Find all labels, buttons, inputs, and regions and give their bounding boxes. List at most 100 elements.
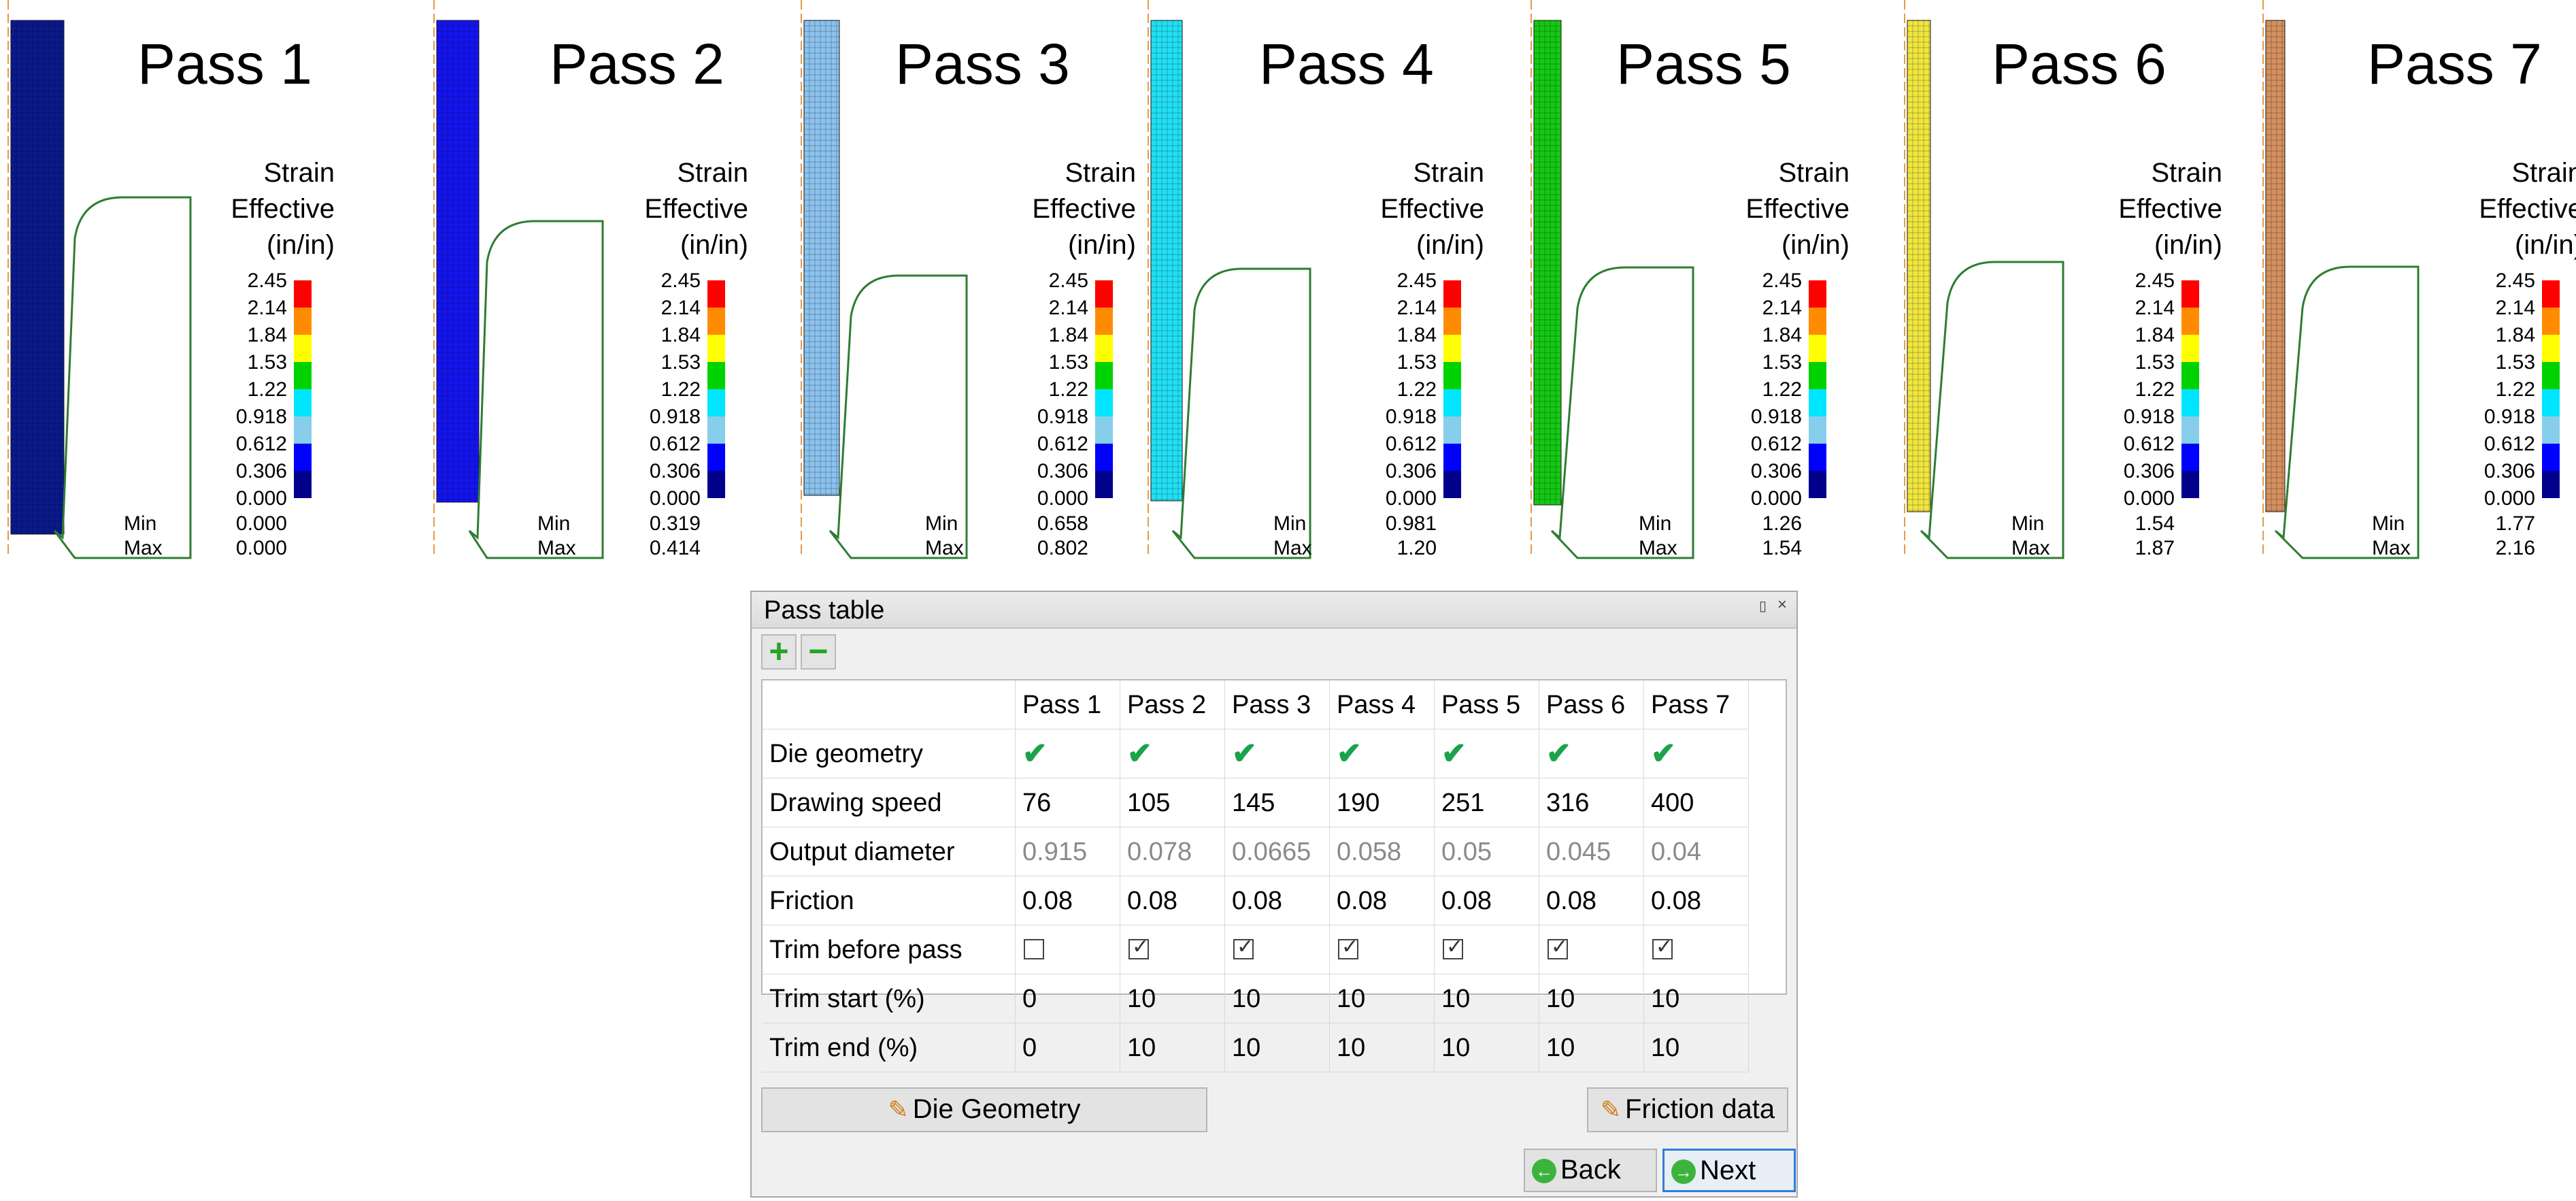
- legend-tick-label: 0.000: [649, 487, 701, 510]
- trim-start-cell[interactable]: 10: [1120, 974, 1225, 1023]
- remove-pass-button[interactable]: −: [801, 634, 836, 670]
- trim-end-cell[interactable]: 10: [1435, 1023, 1539, 1072]
- checkmark-icon: ✔: [1337, 737, 1362, 770]
- trim-checkbox[interactable]: ✓: [1652, 936, 1673, 959]
- check-icon: ✓: [1551, 936, 1569, 958]
- legend-color-band: [1443, 335, 1461, 362]
- trim-start-cell[interactable]: 10: [1225, 974, 1330, 1023]
- column-header: Pass 5: [1435, 680, 1539, 729]
- drawing-speed-cell[interactable]: 105: [1120, 778, 1225, 827]
- row-label: Trim end (%): [763, 1023, 1016, 1072]
- checkmark-icon: ✔: [1651, 737, 1676, 770]
- legend-tick-label: 0.612: [1750, 433, 1802, 455]
- trim-checkbox[interactable]: ✓: [1548, 936, 1568, 959]
- next-label: Next: [1700, 1155, 1756, 1185]
- pass-results-strip: Pass 1 Strain Effective (in/in) 2.45 2.14 1.84…: [0, 0, 2576, 565]
- drawing-speed-cell[interactable]: 251: [1435, 778, 1539, 827]
- pin-icon[interactable]: ▯: [1758, 599, 1767, 614]
- corner-cell: [763, 680, 1016, 729]
- min-value: 1.54: [2135, 512, 2175, 535]
- legend-tick-label: 1.53: [1396, 351, 1437, 374]
- legend-tick-label: 1.84: [1762, 324, 1802, 346]
- output-diameter-cell: 0.078: [1120, 827, 1225, 876]
- legend-tick-label: 2.45: [2135, 269, 2175, 292]
- trim-checkbox[interactable]: ✓: [1443, 936, 1463, 959]
- friction-cell[interactable]: 0.08: [1435, 876, 1539, 925]
- legend-tick-label: 0.000: [2483, 487, 2535, 510]
- legend-tick-label: 0.306: [1750, 460, 1802, 482]
- die-geometry-cell[interactable]: ✔: [1016, 729, 1120, 778]
- legend-tick-label: 2.14: [660, 297, 701, 319]
- trim-checkbox[interactable]: [1024, 939, 1044, 959]
- friction-data-button[interactable]: ✎ Friction data: [1587, 1087, 1788, 1132]
- trim-end-cell[interactable]: 10: [1225, 1023, 1330, 1072]
- drawing-speed-cell[interactable]: 145: [1225, 778, 1330, 827]
- trim-start-cell[interactable]: 10: [1330, 974, 1435, 1023]
- legend-tick-label: 0.000: [235, 487, 287, 510]
- trim-start-cell[interactable]: 10: [1435, 974, 1539, 1023]
- legend-title-line: Strain: [1065, 158, 1137, 188]
- friction-cell[interactable]: 0.08: [1644, 876, 1749, 925]
- drawing-speed-cell[interactable]: 76: [1016, 778, 1120, 827]
- legend-color-band: [1809, 335, 1826, 362]
- max-label: Max: [925, 537, 964, 559]
- legend-color-band: [2542, 335, 2560, 362]
- friction-cell[interactable]: 0.08: [1120, 876, 1225, 925]
- legend-tick-label: 1.22: [1048, 378, 1088, 401]
- legend-color-band: [2542, 444, 2560, 471]
- legend-tick-label: 0.612: [1385, 433, 1437, 455]
- max-label: Max: [1273, 537, 1312, 559]
- legend-color-band: [1443, 362, 1461, 389]
- die-geometry-button[interactable]: ✎ Die Geometry: [761, 1087, 1207, 1132]
- legend-tick-label: 1.22: [247, 378, 287, 401]
- trim-end-cell[interactable]: 10: [1330, 1023, 1435, 1072]
- die-profile: [1171, 267, 1311, 559]
- legend-color-band: [294, 389, 312, 416]
- trim-checkbox[interactable]: ✓: [1128, 936, 1149, 959]
- close-icon[interactable]: ×: [1777, 595, 1787, 614]
- back-button[interactable]: ← Back: [1524, 1149, 1657, 1192]
- drawing-speed-cell[interactable]: 316: [1539, 778, 1644, 827]
- pencil-icon: ✎: [888, 1096, 909, 1123]
- trim-checkbox[interactable]: ✓: [1338, 936, 1358, 959]
- trim-start-cell[interactable]: 10: [1644, 974, 1749, 1023]
- friction-cell[interactable]: 0.08: [1016, 876, 1120, 925]
- die-geometry-cell[interactable]: ✔: [1644, 729, 1749, 778]
- drawing-speed-cell[interactable]: 400: [1644, 778, 1749, 827]
- legend-tick-label: 2.45: [660, 269, 701, 292]
- next-button[interactable]: → Next: [1662, 1149, 1796, 1192]
- pass-panel: Pass 4 Strain Effective (in/in) 2.45 2.14 1.84…: [1147, 0, 1521, 565]
- trim-end-cell[interactable]: 0: [1016, 1023, 1120, 1072]
- legend-title-line: Strain: [2151, 158, 2223, 188]
- friction-cell[interactable]: 0.08: [1539, 876, 1644, 925]
- workpiece-mesh: [803, 20, 840, 496]
- friction-cell[interactable]: 0.08: [1225, 876, 1330, 925]
- legend-tick-label: 1.53: [1048, 351, 1088, 374]
- pass-simulation-view: [1530, 0, 1694, 559]
- trim-start-cell[interactable]: 10: [1539, 974, 1644, 1023]
- legend-color-band: [1443, 280, 1461, 308]
- die-geometry-cell[interactable]: ✔: [1120, 729, 1225, 778]
- die-geometry-cell[interactable]: ✔: [1225, 729, 1330, 778]
- dialog-title-bar: Pass table ▯ ×: [752, 592, 1796, 629]
- pencil-icon: ✎: [1600, 1096, 1622, 1123]
- pass-panel: Pass 7 Strain Effective (in/in) 2.45 2.14 1.84…: [2262, 0, 2576, 565]
- trim-end-cell[interactable]: 10: [1120, 1023, 1225, 1072]
- add-pass-button[interactable]: +: [761, 634, 797, 670]
- trim-checkbox[interactable]: ✓: [1233, 936, 1254, 959]
- legend-tick-label: 2.14: [1396, 297, 1437, 319]
- drawing-speed-cell[interactable]: 190: [1330, 778, 1435, 827]
- row-label: Drawing speed: [763, 778, 1016, 827]
- trim-end-cell[interactable]: 10: [1644, 1023, 1749, 1072]
- trim-end-cell[interactable]: 10: [1539, 1023, 1644, 1072]
- die-geometry-cell[interactable]: ✔: [1435, 729, 1539, 778]
- min-label: Min: [2011, 512, 2045, 535]
- friction-cell[interactable]: 0.08: [1330, 876, 1435, 925]
- die-geometry-cell[interactable]: ✔: [1330, 729, 1435, 778]
- trim-start-cell[interactable]: 0: [1016, 974, 1120, 1023]
- legend-tick-label: 1.22: [2135, 378, 2175, 401]
- legend-tick-label: 0.306: [1037, 460, 1088, 482]
- die-geometry-cell[interactable]: ✔: [1539, 729, 1644, 778]
- legend-title-line: (in/in): [1416, 230, 1484, 260]
- pass-panel: Pass 5 Strain Effective (in/in) 2.45 2.14 1.84…: [1530, 0, 1897, 565]
